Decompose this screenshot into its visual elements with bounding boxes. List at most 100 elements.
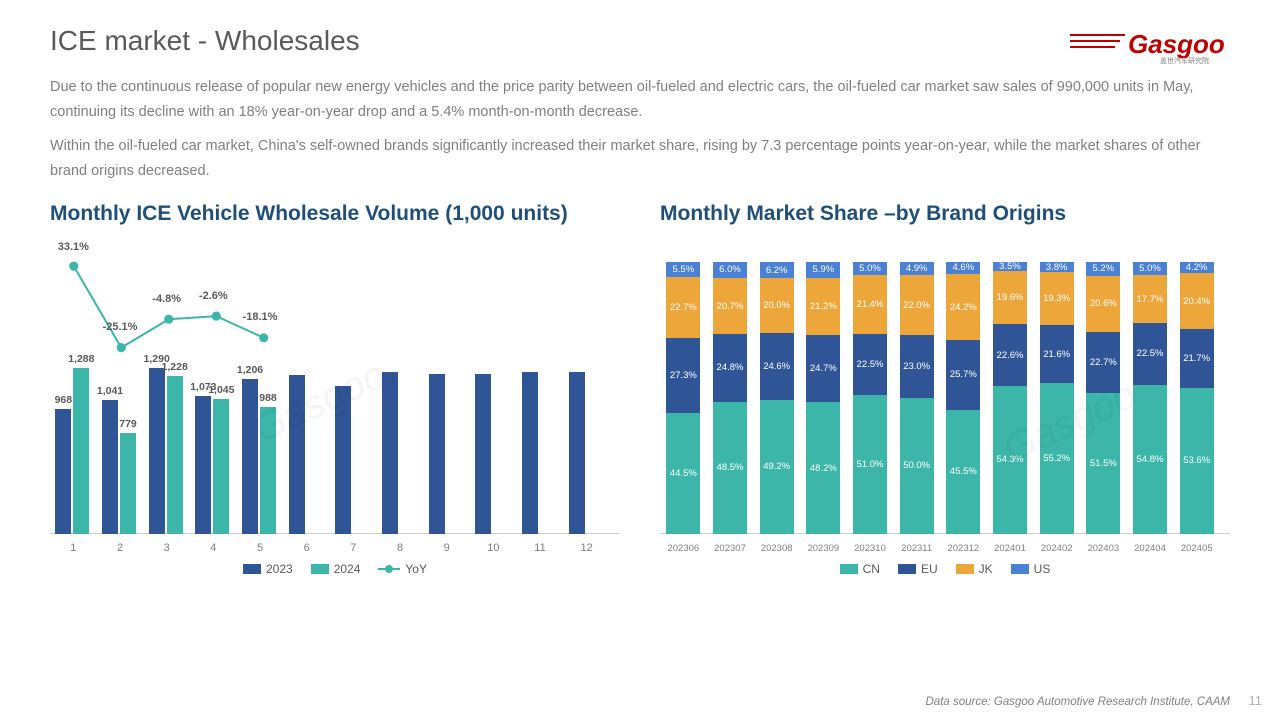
yoy-label: -2.6% [199, 290, 228, 302]
segment-cn: 55.2% [1040, 383, 1074, 533]
segment-jk: 22.7% [666, 277, 700, 339]
description-2: Within the oil-fueled car market, China'… [50, 134, 1230, 183]
segment-eu: 22.6% [993, 324, 1027, 385]
legend-jk: JK [956, 562, 993, 576]
segment-jk: 22.0% [900, 275, 934, 335]
segment-jk: 20.4% [1180, 273, 1214, 328]
bar-2024: 1,228 [167, 376, 183, 534]
segment-cn: 49.2% [760, 400, 794, 534]
bar-2023: 1,073 [195, 396, 211, 534]
bar-2024: 779 [120, 433, 136, 533]
bar-2024: 1,288 [73, 368, 89, 534]
bar-2023 [289, 375, 305, 533]
bar-2023: 1,206 [242, 379, 258, 534]
segment-jk: 19.6% [993, 271, 1027, 324]
bar-2023 [475, 374, 491, 534]
stacked-bar: 55.2%21.6%19.3%3.8% [1040, 262, 1074, 534]
segment-us: 3.8% [1040, 262, 1074, 272]
segment-cn: 48.2% [806, 402, 840, 533]
x-axis-label: 6 [304, 542, 310, 554]
x-axis-label: 202404 [1134, 543, 1166, 554]
bar-2023 [569, 372, 585, 534]
stacked-bar: 51.5%22.7%20.6%5.2% [1086, 262, 1120, 534]
svg-text:Gasgoo: Gasgoo [1128, 29, 1225, 59]
segment-jk: 20.7% [713, 278, 747, 334]
segment-jk: 17.7% [1133, 275, 1167, 323]
stacked-bar: 48.2%24.7%21.2%5.9% [806, 262, 840, 534]
segment-cn: 51.0% [853, 395, 887, 534]
x-axis-label: 12 [581, 542, 593, 554]
description-1: Due to the continuous release of popular… [50, 75, 1230, 124]
x-axis-label: 202310 [854, 543, 886, 554]
legend-cn: CN [840, 562, 880, 576]
segment-eu: 23.0% [900, 335, 934, 398]
x-axis-label: 202403 [1087, 543, 1119, 554]
stacked-bar: 54.3%22.6%19.6%3.5% [993, 262, 1027, 534]
data-source: Data source: Gasgoo Automotive Research … [926, 696, 1230, 708]
segment-cn: 53.6% [1180, 388, 1214, 534]
yoy-label: -18.1% [243, 312, 278, 324]
bar-2023 [522, 372, 538, 533]
stacked-bar: 48.5%24.8%20.7%6.0% [713, 262, 747, 534]
segment-eu: 24.7% [806, 335, 840, 402]
segment-eu: 22.5% [1133, 323, 1167, 384]
gasgoo-logo: Gasgoo 盖世汽车研究院 [1070, 25, 1230, 65]
segment-eu: 25.7% [946, 340, 980, 410]
x-axis-label: 202401 [994, 543, 1026, 554]
bar-2023 [382, 372, 398, 534]
bar-2023: 1,041 [102, 400, 118, 534]
bar-2024: 1,045 [213, 399, 229, 533]
chart1-title: Monthly ICE Vehicle Wholesale Volume (1,… [50, 202, 620, 226]
x-axis-label: 3 [164, 542, 170, 554]
x-axis-label: 202312 [947, 543, 979, 554]
segment-us: 5.5% [666, 262, 700, 277]
stacked-bar: 53.6%21.7%20.4%4.2% [1180, 262, 1214, 534]
segment-jk: 20.6% [1086, 276, 1120, 332]
segment-eu: 21.6% [1040, 325, 1074, 384]
yoy-label: -4.8% [152, 293, 181, 305]
x-axis-label: 10 [487, 542, 499, 554]
stacked-bar: 49.2%24.6%20.0%6.2% [760, 262, 794, 534]
segment-us: 5.0% [853, 262, 887, 276]
stacked-bar: 51.0%22.5%21.4%5.0% [853, 262, 887, 534]
segment-cn: 54.3% [993, 386, 1027, 534]
x-axis-label: 5 [257, 542, 263, 554]
stacked-bar: 45.5%25.7%24.2%4.6% [946, 262, 980, 534]
segment-jk: 21.4% [853, 275, 887, 333]
x-axis-label: 202311 [901, 543, 932, 554]
segment-eu: 24.6% [760, 333, 794, 400]
segment-eu: 21.7% [1180, 329, 1214, 388]
segment-cn: 51.5% [1086, 393, 1120, 533]
legend-2024: 2024 [311, 562, 361, 576]
page-number: 11 [1249, 693, 1263, 708]
legend-eu: EU [898, 562, 938, 576]
x-axis-label: 202308 [761, 543, 793, 554]
legend-2023: 2023 [243, 562, 293, 576]
segment-us: 4.2% [1180, 262, 1214, 273]
segment-jk: 19.3% [1040, 272, 1074, 324]
segment-eu: 27.3% [666, 338, 700, 412]
segment-jk: 24.2% [946, 274, 980, 340]
stacked-bar: 50.0%23.0%22.0%4.9% [900, 262, 934, 534]
yoy-label: -25.1% [103, 321, 138, 333]
bar-2024: 988 [260, 407, 276, 534]
x-axis-label: 202309 [807, 543, 839, 554]
x-axis-label: 202307 [714, 543, 746, 554]
segment-us: 5.0% [1133, 262, 1167, 276]
x-axis-label: 11 [534, 542, 545, 554]
x-axis-label: 7 [350, 542, 356, 554]
page-title: ICE market - Wholesales [50, 25, 360, 57]
segment-us: 4.6% [946, 262, 980, 275]
chart-market-share: Monthly Market Share –by Brand Origins 4… [660, 202, 1230, 594]
bar-2023: 968 [55, 409, 71, 533]
segment-cn: 45.5% [946, 410, 980, 534]
x-axis-label: 1 [70, 542, 76, 554]
x-axis-label: 202306 [667, 543, 699, 554]
segment-cn: 44.5% [666, 413, 700, 534]
segment-us: 6.2% [760, 262, 794, 279]
segment-jk: 21.2% [806, 278, 840, 336]
yoy-label: 33.1% [58, 241, 89, 253]
svg-text:盖世汽车研究院: 盖世汽车研究院 [1160, 56, 1209, 65]
segment-cn: 50.0% [900, 398, 934, 534]
x-axis-label: 2 [117, 542, 123, 554]
